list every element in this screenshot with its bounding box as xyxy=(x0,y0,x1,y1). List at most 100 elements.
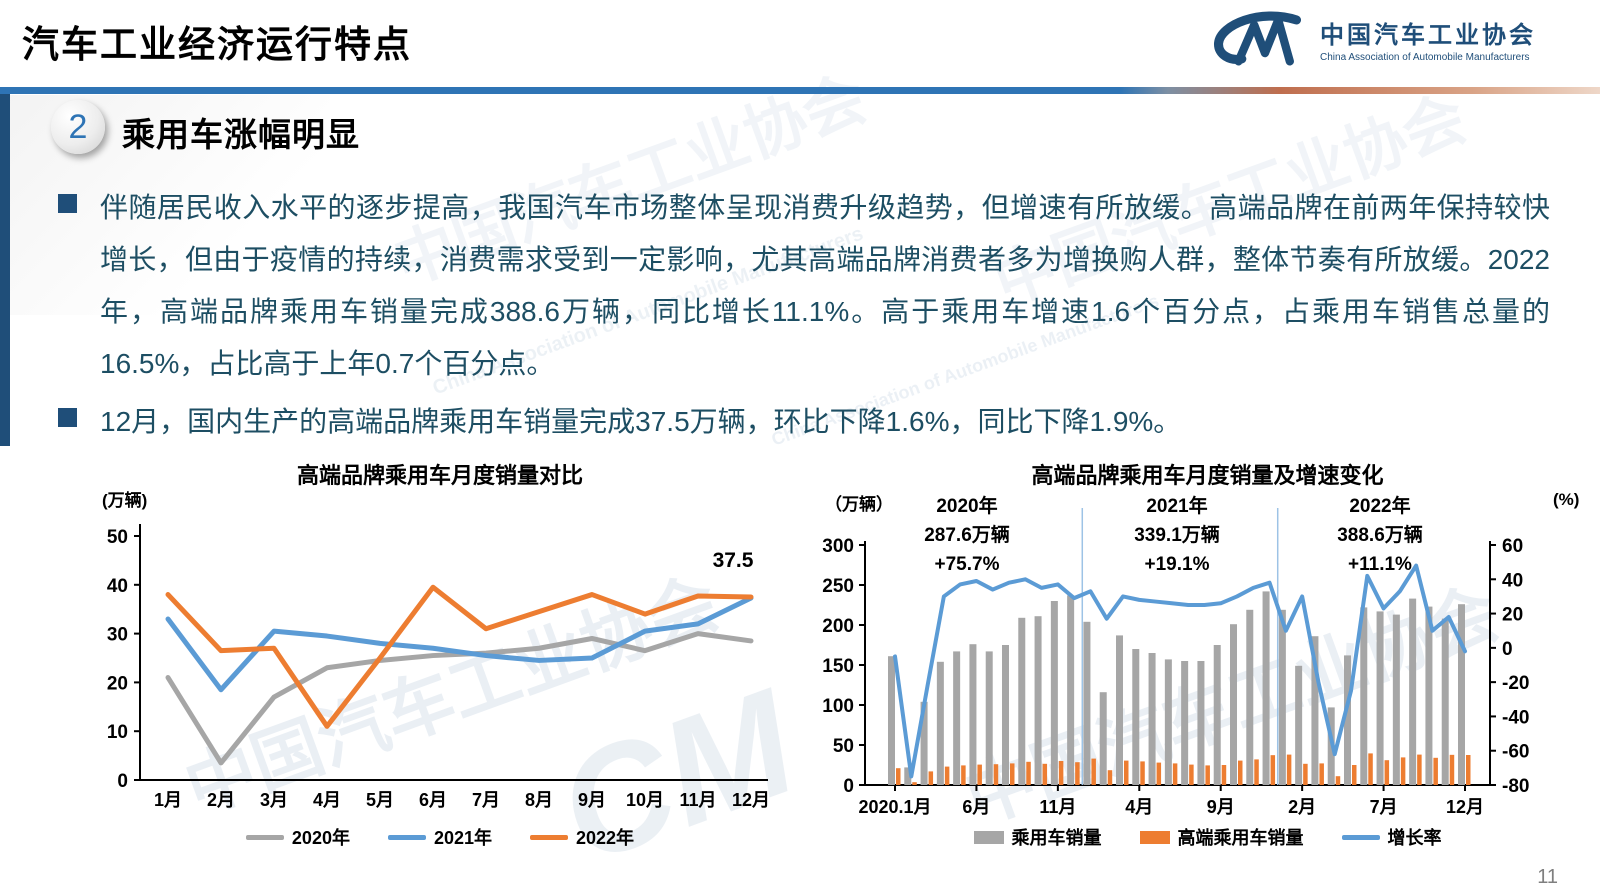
bar xyxy=(912,782,917,785)
section-heading: 乘用车涨幅明显 xyxy=(122,116,360,153)
legend-swatch xyxy=(530,834,569,840)
axis-tick-label: 40 xyxy=(1502,570,1523,591)
axis-tick-label: 0 xyxy=(843,776,854,797)
bar xyxy=(1295,665,1303,785)
axis-tick-label: 50 xyxy=(107,527,128,548)
bar xyxy=(904,767,912,785)
legend-label: 2021年 xyxy=(433,828,493,848)
bar-series-高端乘用车销量 xyxy=(896,753,1471,785)
bar xyxy=(1156,762,1162,785)
axis-tick-label: 10月 xyxy=(626,790,664,810)
bar xyxy=(1433,757,1438,785)
bar xyxy=(1368,753,1373,785)
axis-tick-label: 0 xyxy=(1502,639,1513,660)
section-number: 2 xyxy=(68,107,88,146)
axis-tick-label: -60 xyxy=(1502,742,1529,763)
bar xyxy=(1449,754,1455,785)
y-axis-unit-label: (万辆) xyxy=(102,491,148,510)
chart-premium-sales-growth: 高端品牌乘用车月度销量及增速变化 （万辆） (%) 0 50 100 150 200 25… xyxy=(815,456,1600,856)
axis-tick-label: 8月 xyxy=(525,790,553,810)
bar xyxy=(1400,757,1406,785)
bar xyxy=(1083,621,1091,785)
axis-tick-label: 2020.1月 xyxy=(858,797,931,816)
caam-name-cn: 中国汽车工业协会 xyxy=(1320,22,1536,49)
legend-item: 乘用车销量 xyxy=(973,824,1102,850)
bar xyxy=(1246,609,1254,785)
bar xyxy=(1140,761,1145,785)
bar xyxy=(993,764,999,785)
bar xyxy=(1303,763,1308,785)
axis-tick-label: 6月 xyxy=(962,797,990,816)
bar xyxy=(920,701,928,785)
bar xyxy=(1189,764,1194,785)
axis-tick-label: 2月 xyxy=(1288,797,1316,816)
bar xyxy=(1311,636,1319,785)
axis-tick-label: 6月 xyxy=(419,790,447,810)
bar xyxy=(1278,609,1286,785)
axis-tick-label: 150 xyxy=(822,656,854,677)
bar xyxy=(896,768,901,785)
bar xyxy=(1409,598,1417,785)
page-title: 汽车工业经济运行特点 xyxy=(22,24,412,65)
bar xyxy=(1058,761,1064,785)
bar xyxy=(1148,653,1156,785)
legend-swatch xyxy=(1139,830,1170,844)
caam-name-en: China Association of Automobile Manufact… xyxy=(1320,52,1530,63)
bar xyxy=(1042,763,1048,785)
bar xyxy=(1221,765,1227,785)
axis-tick-label: -40 xyxy=(1502,707,1529,728)
axis-tick-label: 9月 xyxy=(1207,797,1235,816)
y-axis-left-unit-label: （万辆） xyxy=(825,495,893,514)
axis-tick-label: 2月 xyxy=(207,790,235,810)
axis-tick-label: 20 xyxy=(107,673,128,694)
bar xyxy=(1026,761,1031,785)
combo-chart-svg: 0 50 100 150 200 250 300 -80 -60 -40 -20 0 20 40 60 202… xyxy=(822,508,1529,816)
bar xyxy=(1392,614,1400,785)
bullet-text: 12月，国内生产的高端品牌乘用车销量完成37.5万辆，环比下降1.6%，同比下降… xyxy=(100,406,1182,437)
caam-logo: 中国汽车工业协会 China Association of Automobile… xyxy=(1210,10,1536,68)
legend-item: 2022年 xyxy=(530,824,634,850)
axis-tick-label: 60 xyxy=(1502,536,1523,557)
legend-item: 高端乘用车销量 xyxy=(1139,824,1304,850)
bullet-text: 伴随居民收入水平的逐步提高，我国汽车市场整体呈现消费升级趋势，但增速有所放缓。高… xyxy=(100,192,1550,379)
bar xyxy=(1335,776,1341,785)
bar xyxy=(1132,649,1140,785)
bar xyxy=(1441,618,1449,785)
axis-tick-label: 4月 xyxy=(313,790,341,810)
axis-tick-label: 20 xyxy=(1502,605,1523,626)
bar xyxy=(969,644,977,785)
bar xyxy=(1067,595,1075,785)
chart-premium-monthly-comparison: 高端品牌乘用车月度销量对比 (万辆) 0 10 20 30 40 50 1月 2月 3月 4月 5月… xyxy=(90,456,790,856)
bar xyxy=(1286,754,1292,785)
bar xyxy=(1172,763,1178,785)
legend-label: 2022年 xyxy=(576,828,635,848)
axis-tick-label: 7月 xyxy=(1370,797,1398,816)
bar xyxy=(1384,760,1390,785)
series-line-增长率 xyxy=(893,563,1467,779)
bar xyxy=(1360,607,1368,785)
bar xyxy=(1197,661,1205,785)
bar xyxy=(1091,758,1096,785)
axis-tick-label: 0 xyxy=(117,771,128,792)
bar xyxy=(1262,591,1270,785)
legend-swatch xyxy=(973,830,1004,844)
bar xyxy=(1124,760,1129,785)
axis-tick-label: 30 xyxy=(107,625,128,646)
bar xyxy=(888,656,895,785)
bar xyxy=(1254,759,1259,785)
y-axis-right-unit-label: (%) xyxy=(1553,490,1580,509)
axis-tick-label: 10 xyxy=(107,722,128,743)
header-divider xyxy=(0,87,1600,94)
axis-tick-label: 5月 xyxy=(366,790,394,810)
bar xyxy=(1466,755,1471,785)
legend-label: 2020年 xyxy=(291,828,350,848)
axis-tick-label: 3月 xyxy=(260,790,288,810)
bar xyxy=(1344,655,1351,785)
legend-label: 增长率 xyxy=(1387,828,1442,848)
bar xyxy=(1099,692,1107,785)
legend-label: 高端乘用车销量 xyxy=(1177,828,1304,848)
axis-tick-label: 50 xyxy=(833,736,854,757)
bar xyxy=(1034,616,1042,785)
bar-series-乘用车销量 xyxy=(888,591,1465,785)
